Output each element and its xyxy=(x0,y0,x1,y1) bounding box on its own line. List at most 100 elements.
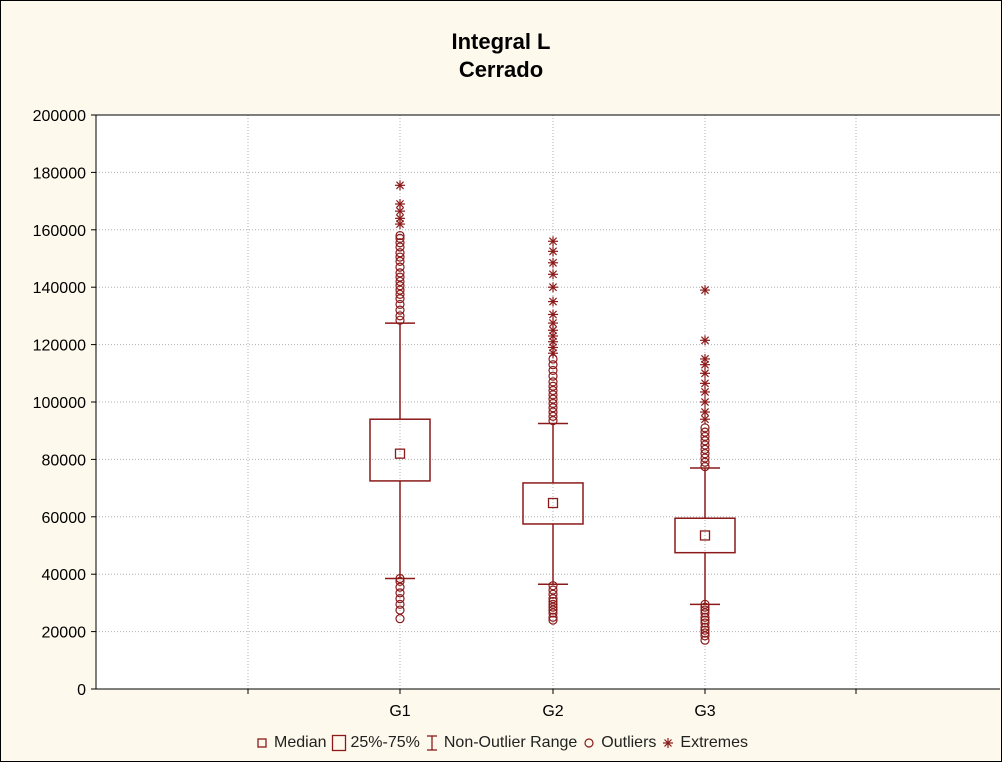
outlier-point xyxy=(548,589,558,599)
x-tick-label: G3 xyxy=(694,703,715,720)
outlier-point xyxy=(395,281,405,291)
outlier-point xyxy=(395,582,405,592)
outlier-point xyxy=(395,276,405,287)
outlier-point xyxy=(548,602,558,612)
extreme-legend-icon xyxy=(663,738,674,748)
y-tick-label: 0 xyxy=(77,682,86,699)
y-tick-label: 160000 xyxy=(33,223,86,240)
x-tick-label: G1 xyxy=(389,703,410,720)
median-marker xyxy=(699,530,711,541)
outlier-point xyxy=(700,628,710,638)
outlier-point xyxy=(395,299,405,310)
outlier-point xyxy=(548,407,558,417)
outlier-point xyxy=(700,461,710,472)
outlier-point xyxy=(548,365,558,376)
outlier-point xyxy=(548,608,558,618)
legend-item-box: 25%-75% xyxy=(331,734,420,752)
outlier-point xyxy=(395,599,405,609)
outlier-point xyxy=(395,268,405,278)
outlier-point xyxy=(700,457,710,467)
outlier-point xyxy=(395,315,405,325)
outlier-point xyxy=(700,602,710,612)
outlier-point xyxy=(548,612,558,622)
extreme-point xyxy=(700,407,710,418)
outlier-point xyxy=(395,238,405,248)
outlier-point xyxy=(395,305,405,315)
extreme-point xyxy=(548,348,558,359)
outlier-point xyxy=(395,605,405,615)
outlier-point xyxy=(395,593,405,604)
whisker-legend-icon xyxy=(426,735,437,751)
y-tick-label: 80000 xyxy=(42,452,87,469)
legend-item-extreme: Extremes xyxy=(660,734,748,752)
outlier-point xyxy=(548,371,558,381)
outlier-point xyxy=(395,285,405,295)
chart-title: Integral L xyxy=(451,29,551,54)
outlier-point xyxy=(395,614,405,624)
outlier-point xyxy=(700,605,710,615)
outlier-point xyxy=(395,256,405,266)
outlier-point xyxy=(700,453,710,463)
legend-label: Extremes xyxy=(680,734,748,751)
outlier-point xyxy=(548,599,558,609)
legend-label: Median xyxy=(274,734,327,751)
outlier-point xyxy=(700,599,710,609)
extreme-point xyxy=(395,180,405,191)
extreme-point xyxy=(548,296,558,307)
outlier-point xyxy=(548,411,558,421)
outlier-point xyxy=(395,262,405,272)
extreme-point xyxy=(700,368,710,379)
outlier-point xyxy=(548,390,558,400)
outlier-point xyxy=(548,398,558,409)
outlier-point xyxy=(700,612,710,622)
outlier-point xyxy=(548,605,558,615)
outlier-point xyxy=(395,311,405,321)
legend-item-median: Median xyxy=(254,734,327,752)
outlier-point xyxy=(395,576,405,586)
extreme-point xyxy=(700,397,710,407)
outlier-point xyxy=(548,394,558,404)
y-tick-label: 200000 xyxy=(33,108,86,125)
y-tick-label: 140000 xyxy=(33,280,86,297)
extreme-point xyxy=(700,335,710,346)
extreme-point xyxy=(700,414,710,425)
y-tick-label: 20000 xyxy=(42,625,87,642)
outlier-point xyxy=(548,593,558,604)
outlier-point xyxy=(395,242,405,252)
outlier-point xyxy=(395,573,405,584)
outlier-point xyxy=(700,625,710,635)
legend-label: Non-Outlier Range xyxy=(443,734,578,751)
extreme-point xyxy=(700,386,710,397)
y-tick-label: 100000 xyxy=(33,395,86,412)
outlier-point xyxy=(700,427,710,437)
median-marker xyxy=(394,448,406,459)
outlier-point xyxy=(548,585,558,595)
outlier-point xyxy=(395,294,405,304)
median-marker xyxy=(547,497,559,509)
extreme-point xyxy=(548,318,558,329)
outlier-point xyxy=(700,436,710,446)
outlier-point xyxy=(548,377,558,387)
outlier-point xyxy=(395,233,405,244)
extreme-point xyxy=(548,246,558,257)
outlier-point xyxy=(700,431,710,442)
iqr-box xyxy=(674,517,736,554)
outlier-point xyxy=(700,449,710,459)
outlier-point xyxy=(548,385,558,396)
y-tick-label: 60000 xyxy=(42,510,87,527)
outlier-point xyxy=(395,252,405,262)
outlier-legend-icon xyxy=(584,738,594,748)
outlier-point xyxy=(548,581,558,591)
y-tick-label: 120000 xyxy=(33,338,86,355)
legend-item-whisker: Non-Outlier Range xyxy=(424,734,577,752)
legend-label: Outliers xyxy=(601,734,657,751)
iqr-box xyxy=(522,482,584,525)
outlier-point xyxy=(700,608,710,618)
extreme-point xyxy=(548,330,558,341)
outlier-point xyxy=(395,588,405,598)
outlier-point xyxy=(700,631,710,641)
outlier-point xyxy=(548,403,558,413)
y-tick-label: 40000 xyxy=(42,567,87,584)
x-tick-label: G2 xyxy=(542,703,563,720)
